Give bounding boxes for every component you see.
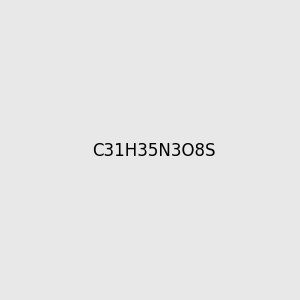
Text: C31H35N3O8S: C31H35N3O8S bbox=[92, 142, 215, 160]
